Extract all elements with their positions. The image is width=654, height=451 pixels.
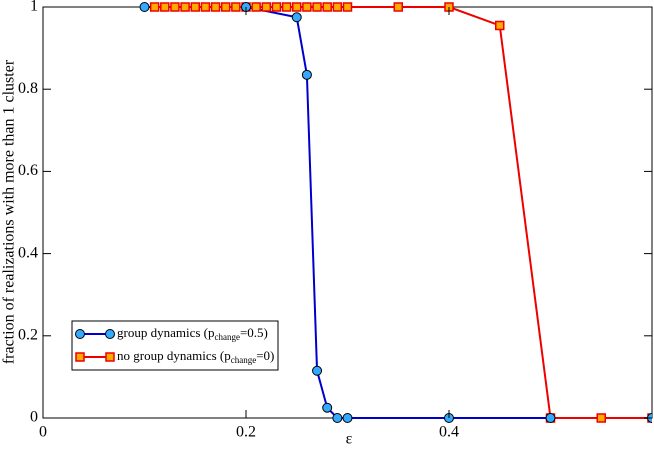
data-point [231, 2, 241, 12]
x-tick-label: 0.2 [236, 424, 256, 441]
data-point [342, 2, 353, 12]
legend-label-part: no group dynamics (p [117, 348, 231, 363]
legend-label: group dynamics (pchange=0.5) [117, 325, 268, 342]
legend-label: no group dynamics (pchange=0) [117, 348, 274, 365]
plot-area [139, 2, 652, 423]
legend-marker [75, 329, 85, 339]
y-tick-label: 0 [30, 409, 38, 426]
data-point [332, 413, 343, 423]
legend-label-part: change [231, 355, 256, 365]
data-point [545, 413, 556, 423]
data-point [200, 2, 211, 12]
x-tick-label: 0.4 [439, 424, 459, 441]
data-point [342, 413, 353, 423]
x-axis-label: ε [346, 431, 353, 448]
legend-box [71, 320, 279, 371]
x-tick-label: 0 [39, 424, 47, 441]
y-tick-label: 0.4 [18, 244, 38, 261]
data-point [160, 2, 170, 12]
y-tick-label: 0.8 [18, 80, 38, 97]
data-point [322, 2, 332, 12]
data-point [220, 2, 231, 12]
data-point [332, 2, 343, 12]
data-point [210, 2, 221, 12]
legend-marker [75, 352, 85, 362]
legend-label-part: group dynamics (p [117, 325, 214, 340]
data-point [596, 413, 606, 423]
data-point [251, 2, 261, 12]
y-tick-label: 1 [30, 0, 38, 15]
data-point [322, 402, 333, 413]
data-point [301, 69, 312, 80]
data-point [393, 2, 403, 12]
data-point [190, 2, 200, 12]
data-point [281, 2, 292, 12]
data-point [291, 12, 302, 23]
data-point [139, 2, 150, 12]
data-point [261, 2, 272, 12]
data-point [302, 2, 312, 12]
data-point [170, 2, 180, 12]
legend-marker [105, 352, 115, 362]
y-tick-label: 0.6 [18, 162, 38, 179]
y-tick-label: 0.2 [18, 326, 38, 343]
legend-label-part: =0.5) [240, 325, 268, 340]
data-point [271, 2, 282, 12]
data-point [495, 20, 505, 31]
data-point [312, 2, 322, 12]
y-axis-label: fraction of realizations with more than … [1, 59, 18, 364]
data-point [149, 2, 160, 12]
data-point [180, 2, 190, 12]
data-point [292, 2, 302, 12]
legend-marker [105, 329, 115, 339]
legend-label-part: change [214, 332, 239, 342]
data-point [312, 365, 323, 376]
legend-label-part: =0) [256, 348, 274, 363]
